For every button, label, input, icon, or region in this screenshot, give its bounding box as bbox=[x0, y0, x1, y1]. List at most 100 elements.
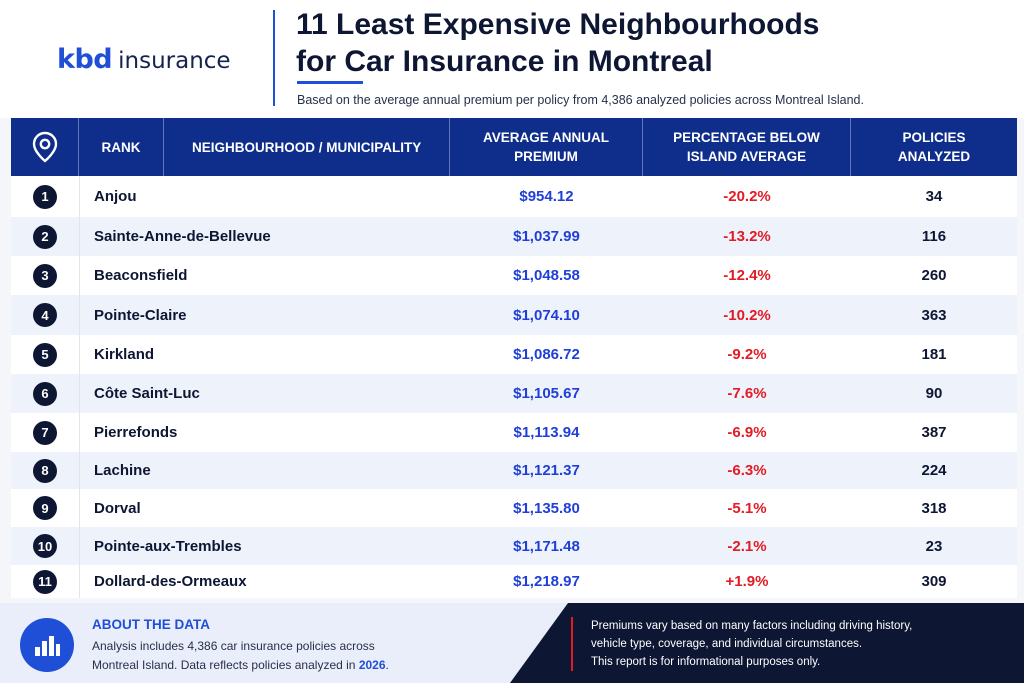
table-body: 1 Anjou $954.12 -20.2% 34 2 Sainte-Anne-de-Bel… bbox=[11, 176, 1017, 598]
disclaimer-accent-line bbox=[571, 617, 573, 671]
policies-analyzed: 363 bbox=[921, 306, 947, 324]
report-header: kbd insurance 11 Least Expensive Neighbo… bbox=[0, 0, 1024, 118]
rank-cell: 9 bbox=[11, 489, 79, 527]
percentage-below-average: -7.6% bbox=[727, 385, 767, 402]
disclaimer-line-3: This report is for informational purpose… bbox=[591, 656, 821, 668]
column-divider bbox=[79, 452, 80, 489]
average-premium: $1,121.37 bbox=[513, 462, 580, 479]
neighbourhood-name: Pierrefonds bbox=[94, 424, 178, 441]
rank-badge: 4 bbox=[33, 303, 57, 327]
column-header-percentage[interactable]: PERCENTAGE BELOW ISLAND AVERAGE bbox=[643, 118, 851, 176]
table-row: 2 Sainte-Anne-de-Bellevue $1,037.99 -13.2% 1… bbox=[11, 217, 1017, 256]
page-title: 11 Least Expensive Neighbourhoods for Ca… bbox=[296, 6, 996, 80]
policies-analyzed: 387 bbox=[921, 424, 947, 441]
percentage-below-average: -6.9% bbox=[727, 424, 767, 441]
percentage-below-average: -5.1% bbox=[727, 499, 767, 517]
column-divider bbox=[79, 565, 80, 598]
neighbourhood-name: Pointe-Claire bbox=[94, 306, 187, 324]
column-divider bbox=[79, 374, 80, 413]
neighbourhood-name: Dollard-des-Ormeaux bbox=[94, 573, 247, 590]
table-row: 6 Côte Saint-Luc $1,105.67 -7.6% 90 bbox=[11, 374, 1017, 413]
logo-wordmark-insurance: insurance bbox=[118, 48, 231, 74]
rank-badge: 8 bbox=[33, 458, 57, 483]
about-data-line-2: Montreal Island. Data reflects policies … bbox=[92, 656, 422, 675]
policies-analyzed: 181 bbox=[921, 346, 947, 363]
column-divider bbox=[79, 295, 80, 335]
disclaimer-panel bbox=[510, 603, 1024, 683]
neighbourhood-name: Kirkland bbox=[94, 346, 155, 363]
table-row: 10 Pointe-aux-Trembles $1,171.48 -2.1% 23 bbox=[11, 527, 1017, 565]
percentage-below-average: -13.2% bbox=[723, 228, 771, 245]
column-header-premium[interactable]: AVERAGE ANNUAL PREMIUM bbox=[450, 118, 643, 176]
rank-cell: 7 bbox=[11, 413, 79, 452]
percentage-below-average: -20.2% bbox=[723, 188, 771, 205]
rank-cell: 6 bbox=[11, 374, 79, 413]
about-data-text: Analysis includes 4,386 car insurance po… bbox=[92, 637, 422, 675]
column-header-policies[interactable]: POLICIES ANALYZED bbox=[851, 118, 1017, 176]
rank-cell: 1 bbox=[11, 176, 79, 217]
rankings-table: RANK NEIGHBOURHOOD / MUNICIPALITY AVERAG… bbox=[11, 118, 1017, 598]
logo-wordmark-kbd: kbd bbox=[57, 44, 113, 75]
percentage-below-average: -6.3% bbox=[727, 462, 767, 479]
page-title-line-2: for Car Insurance in Montreal bbox=[296, 45, 713, 78]
rank-cell: 5 bbox=[11, 335, 79, 374]
neighbourhood-name: Dorval bbox=[94, 499, 141, 517]
table-row: 1 Anjou $954.12 -20.2% 34 bbox=[11, 176, 1017, 217]
page-subtitle: Based on the average annual premium per … bbox=[297, 93, 864, 107]
table-header: RANK NEIGHBOURHOOD / MUNICIPALITY AVERAG… bbox=[11, 118, 1017, 176]
average-premium: $1,105.67 bbox=[513, 385, 580, 402]
column-header-premium-line-2: PREMIUM bbox=[514, 149, 578, 164]
column-header-rank[interactable]: RANK bbox=[79, 118, 164, 176]
disclaimer-line-2: vehicle type, coverage, and individual c… bbox=[591, 638, 863, 650]
column-divider bbox=[79, 527, 80, 565]
percentage-below-average: -10.2% bbox=[723, 306, 771, 324]
table-row: 4 Pointe-Claire $1,074.10 -10.2% 363 bbox=[11, 295, 1017, 335]
table-row: 5 Kirkland $1,086.72 -9.2% 181 bbox=[11, 335, 1017, 374]
disclaimer-line-1: Premiums vary based on many factors incl… bbox=[591, 620, 913, 632]
page-title-line-1: 11 Least Expensive Neighbourhoods bbox=[296, 8, 820, 41]
policies-analyzed: 23 bbox=[925, 537, 943, 555]
column-divider bbox=[79, 256, 80, 295]
percentage-below-average: -12.4% bbox=[723, 267, 771, 284]
rank-cell: 4 bbox=[11, 295, 79, 335]
column-header-neighbourhood[interactable]: NEIGHBOURHOOD / MUNICIPALITY bbox=[164, 118, 450, 176]
neighbourhood-name: Beaconsfield bbox=[94, 267, 188, 284]
average-premium: $1,171.48 bbox=[513, 537, 580, 555]
column-header-percentage-line-2: ISLAND AVERAGE bbox=[686, 149, 807, 164]
table-row: 8 Lachine $1,121.37 -6.3% 224 bbox=[11, 452, 1017, 489]
rank-badge: 2 bbox=[33, 224, 57, 249]
about-data-line-2-suffix: . bbox=[385, 658, 389, 672]
column-header-premium-line-1: AVERAGE ANNUAL bbox=[482, 130, 609, 145]
kbd-insurance-logo[interactable]: kbd insurance bbox=[57, 44, 231, 75]
table-row: 7 Pierrefonds $1,113.94 -6.9% 387 bbox=[11, 413, 1017, 452]
rank-cell: 2 bbox=[11, 217, 79, 256]
column-divider bbox=[79, 413, 80, 452]
average-premium: $1,074.10 bbox=[513, 306, 580, 324]
average-premium: $1,218.97 bbox=[513, 573, 580, 590]
percentage-below-average: -2.1% bbox=[727, 537, 767, 555]
policies-analyzed: 318 bbox=[921, 499, 947, 517]
header-divider bbox=[273, 10, 275, 106]
average-premium: $1,113.94 bbox=[513, 424, 580, 441]
rank-cell: 3 bbox=[11, 256, 79, 295]
percentage-below-average: -9.2% bbox=[727, 346, 767, 363]
header-icon-cell bbox=[11, 118, 79, 176]
location-pin-icon bbox=[32, 131, 57, 163]
column-divider bbox=[79, 335, 80, 374]
rank-badge: 11 bbox=[33, 569, 57, 594]
rank-cell: 10 bbox=[11, 527, 79, 565]
policies-analyzed: 309 bbox=[921, 573, 947, 590]
about-data-line-1: Analysis includes 4,386 car insurance po… bbox=[92, 639, 375, 653]
table-row: 3 Beaconsfield $1,048.58 -12.4% 260 bbox=[11, 256, 1017, 295]
column-header-percentage-line-1: PERCENTAGE BELOW bbox=[673, 130, 820, 145]
average-premium: $1,086.72 bbox=[513, 346, 580, 363]
column-header-policies-line-2: ANALYZED bbox=[897, 149, 971, 164]
title-underline bbox=[297, 81, 363, 84]
neighbourhood-name: Sainte-Anne-de-Bellevue bbox=[94, 228, 271, 245]
bar-chart-icon bbox=[20, 618, 74, 672]
neighbourhood-name: Côte Saint-Luc bbox=[94, 385, 200, 402]
table-row: 9 Dorval $1,135.80 -5.1% 318 bbox=[11, 489, 1017, 527]
neighbourhood-name: Lachine bbox=[94, 462, 151, 479]
policies-analyzed: 90 bbox=[925, 385, 943, 402]
column-divider bbox=[79, 217, 80, 256]
